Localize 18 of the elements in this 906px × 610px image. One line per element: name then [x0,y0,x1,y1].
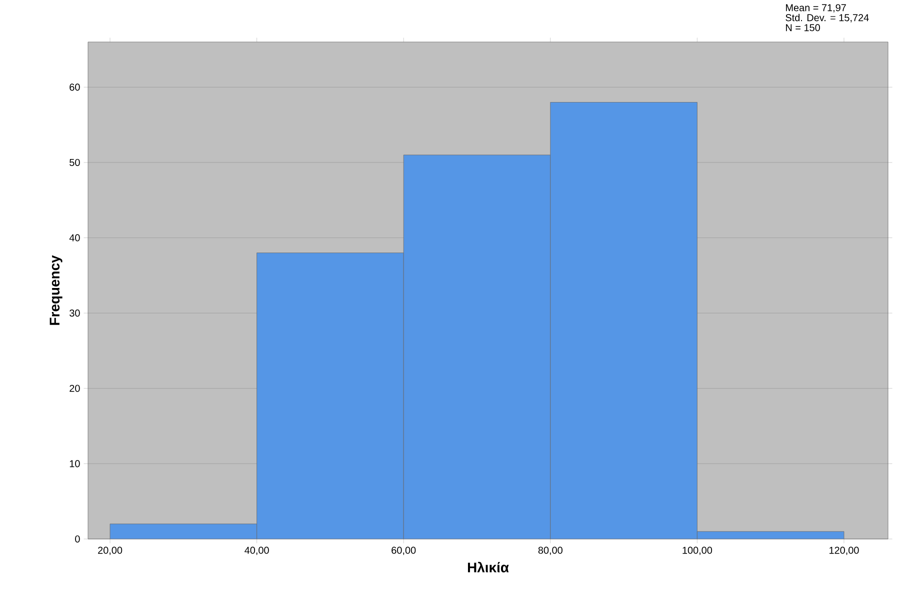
x-axis-title: Ηλικία [468,562,509,572]
text: N = 150 [786,24,820,32]
text: Mean = 71,97 [786,4,846,12]
x-tick-label: 80,00 [538,546,562,555]
x-tick-label: 20,00 [98,546,122,555]
x-tick-label: 120,00 [830,546,859,555]
x-tick-label: 60,00 [392,546,416,555]
y-tick-label: 60 [70,84,80,91]
y-tick-label: 40 [69,234,80,242]
y-tick-label: 20 [70,384,80,392]
y-tick-label: 0 [75,535,80,543]
y-tick-label: 10 [70,460,80,468]
y-tick-label: 30 [70,310,80,317]
text: Std. Dev. = 15,724 [786,14,869,22]
x-tick-label: 40,00 [244,546,269,555]
y-axis-title: Frequency [50,255,62,325]
y-tick-label: 50 [70,158,80,166]
x-tick-label: 100,00 [682,546,712,555]
